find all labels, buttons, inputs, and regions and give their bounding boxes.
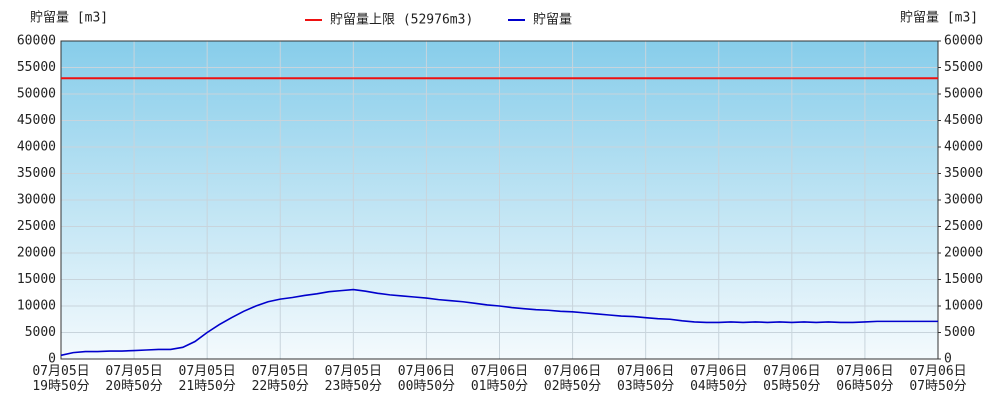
y2-tick-label: 45000: [944, 113, 983, 128]
y-tick-label: 50000: [17, 87, 56, 102]
legend: 貯留量上限 (52976m3) 貯留量: [305, 13, 572, 28]
y2-tick-label: 55000: [944, 60, 983, 75]
y2-tick-label: 25000: [944, 219, 983, 234]
x-tick-label: 07月05日 22時50分: [252, 364, 309, 394]
x-tick-label: 07月06日 02時50分: [544, 364, 601, 394]
x-tick-label: 07月06日 01時50分: [471, 364, 528, 394]
plot-border: [60, 40, 939, 360]
y-tick-label: 60000: [17, 34, 56, 49]
y2-tick-label: 20000: [944, 246, 983, 261]
y2-axis-label: 貯留量 [m3]: [900, 11, 978, 26]
y2-tick-label: 0: [944, 352, 952, 367]
x-tick-label: 07月05日 21時50分: [179, 364, 236, 394]
y-axis-label: 貯留量 [m3]: [30, 11, 108, 26]
x-tick-label: 07月06日 06時50分: [836, 364, 893, 394]
x-tick-label: 07月06日 00時50分: [398, 364, 455, 394]
y-tick-label: 5000: [25, 325, 56, 340]
y2-tick-label: 50000: [944, 87, 983, 102]
legend-label: 貯留量上限 (52976m3): [330, 13, 473, 28]
y2-tick-label: 30000: [944, 193, 983, 208]
y2-tick-label: 40000: [944, 140, 983, 155]
y-tick-label: 55000: [17, 60, 56, 75]
data-line: [60, 288, 938, 357]
y-tick-label: 30000: [17, 193, 56, 208]
x-tick-label: 07月06日 07時50分: [909, 364, 966, 394]
x-tick-label: 07月06日 03時50分: [617, 364, 674, 394]
y2-tick-label: 5000: [944, 325, 975, 340]
y-tick-label: 35000: [17, 166, 56, 181]
y2-tick-label: 10000: [944, 299, 983, 314]
y-tick-label: 40000: [17, 140, 56, 155]
y-tick-label: 45000: [17, 113, 56, 128]
x-tick-label: 07月06日 05時50分: [763, 364, 820, 394]
y2-tick-label: 15000: [944, 272, 983, 287]
x-tick-label: 07月05日 23時50分: [325, 364, 382, 394]
y2-tick-label: 60000: [944, 34, 983, 49]
y2-tick-label: 35000: [944, 166, 983, 181]
x-tick-label: 07月05日 20時50分: [105, 364, 162, 394]
x-tick-label: 07月05日 19時50分: [32, 364, 89, 394]
y-tick-label: 10000: [17, 299, 56, 314]
y-tick-label: 25000: [17, 219, 56, 234]
legend-label: 貯留量: [533, 13, 572, 28]
y-tick-label: 0: [48, 352, 56, 367]
y-tick-label: 20000: [17, 246, 56, 261]
x-tick-label: 07月06日 04時50分: [690, 364, 747, 394]
y-tick-label: 15000: [17, 272, 56, 287]
